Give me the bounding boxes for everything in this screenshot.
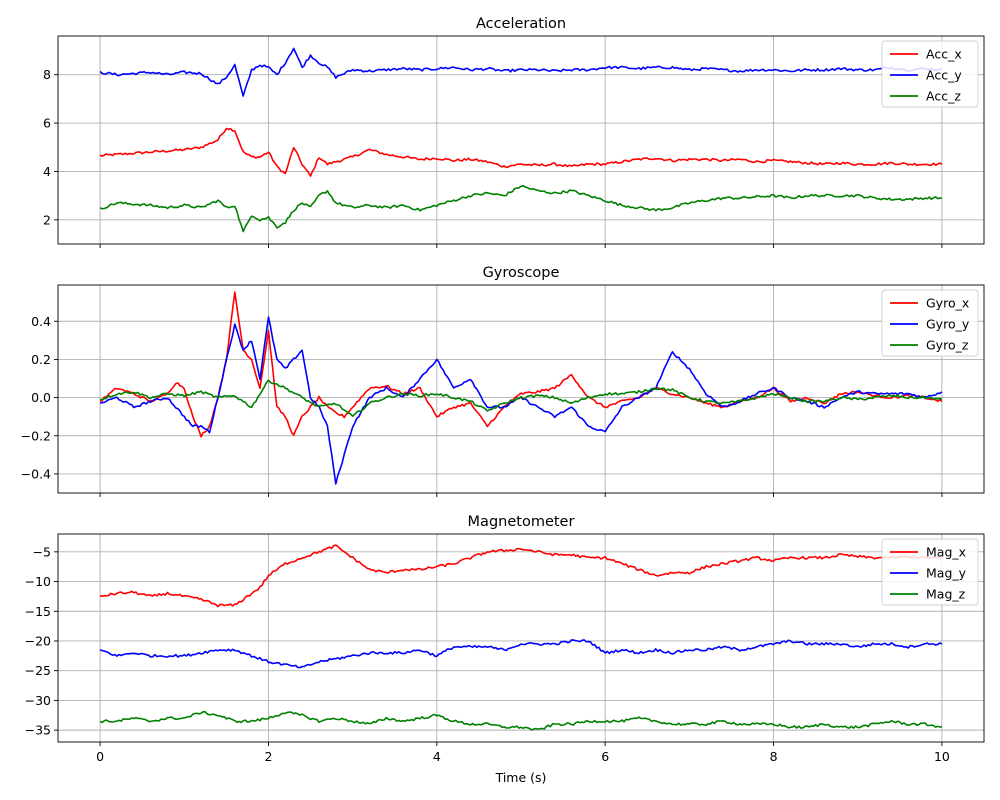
- xtick-label: 0: [96, 749, 104, 764]
- xtick-label: 10: [934, 749, 950, 764]
- legend-label-acc_z: Acc_z: [926, 89, 961, 104]
- legend-label-gyro_x: Gyro_x: [926, 296, 969, 311]
- xtick-label: 2: [264, 749, 272, 764]
- ytick-label: 0.2: [31, 352, 51, 367]
- gyroscope-panel: Gyroscope −0.4−0.20.00.20.4Gyro_xGyro_yG…: [21, 265, 985, 497]
- ytick-label: −25: [25, 663, 51, 678]
- series-line-mag_y: [99, 639, 943, 669]
- legend-box: [881, 538, 979, 606]
- series-line-acc_y: [99, 47, 943, 97]
- ytick-label: −0.4: [21, 466, 51, 481]
- acceleration-plot-frame: [57, 35, 985, 245]
- xtick-label: 4: [433, 749, 441, 764]
- ytick-label: −5: [33, 544, 51, 559]
- legend-box: [881, 40, 979, 108]
- legend-label-acc_y: Acc_y: [926, 68, 962, 83]
- legend-label-gyro_z: Gyro_z: [926, 338, 969, 353]
- magnetometer-panel: Magnetometer Time (s) 0 2 4 6 8 10 −35 −30 −25 −2…: [25, 514, 985, 785]
- series-line-acc_x: [99, 127, 943, 177]
- ytick-label: −0.2: [21, 428, 51, 443]
- acceleration-panel: Acceleration 2 4 6 8 Acc_x Acc_y Acc_z: [43, 16, 985, 248]
- legend-box: [881, 289, 979, 357]
- gyroscope-plot-frame: [57, 284, 985, 494]
- ytick-label: −30: [25, 693, 51, 708]
- series-line-acc_z: [99, 185, 942, 233]
- legend-label-mag_x: Mag_x: [926, 545, 966, 560]
- legend-label-mag_z: Mag_z: [926, 587, 966, 602]
- ytick-label: 2: [43, 212, 51, 227]
- ytick-label: 0.0: [31, 390, 51, 405]
- series-line-mag_z: [99, 710, 943, 731]
- x-axis-label: Time (s): [495, 770, 547, 785]
- ytick-label: 8: [43, 67, 51, 82]
- ytick-label: 4: [43, 164, 51, 179]
- ytick-label: −15: [25, 604, 51, 619]
- gyroscope-legend: Gyro_x Gyro_y Gyro_z: [881, 289, 979, 357]
- acceleration-legend: Acc_x Acc_y Acc_z: [881, 40, 979, 108]
- ytick-label: 0.4: [31, 314, 51, 329]
- ytick-label: −35: [25, 723, 51, 738]
- legend-label-mag_y: Mag_y: [926, 566, 967, 581]
- series-line-gyro_x: [99, 291, 943, 438]
- magnetometer-plot-frame: [57, 533, 985, 743]
- ytick-label: 6: [43, 116, 51, 131]
- xtick-label: 6: [601, 749, 609, 764]
- ytick-label: −20: [25, 633, 51, 648]
- legend-label-gyro_y: Gyro_y: [926, 317, 970, 332]
- acceleration-title: Acceleration: [476, 16, 566, 32]
- xtick-label: 8: [770, 749, 778, 764]
- magnetometer-legend: Mag_x Mag_y Mag_z: [881, 538, 979, 606]
- series-line-gyro_z: [100, 379, 943, 417]
- series-line-mag_x: [99, 544, 943, 608]
- gyroscope-title: Gyroscope: [483, 265, 560, 281]
- legend-label-acc_x: Acc_x: [926, 47, 962, 62]
- magnetometer-title: Magnetometer: [468, 514, 575, 530]
- ytick-label: −10: [25, 574, 51, 589]
